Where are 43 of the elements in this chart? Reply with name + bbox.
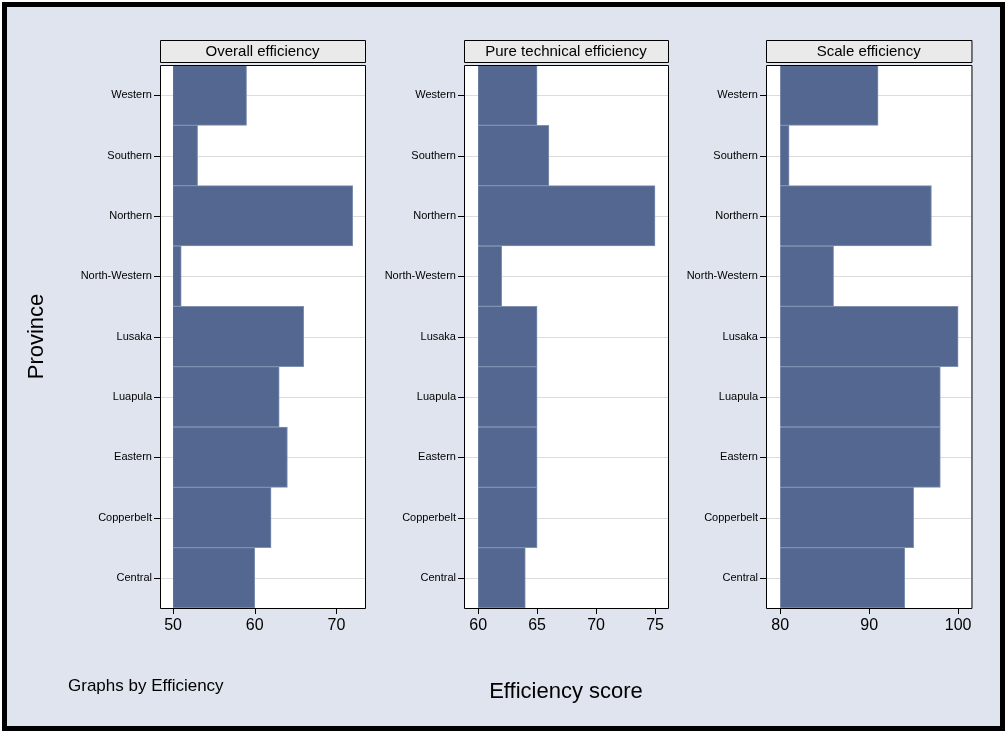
y-tick-label: Copperbelt [402,510,456,523]
y-tick-label: Eastern [720,450,758,463]
y-tick-label: Lusaka [116,329,153,342]
y-tick-label: Luapula [718,389,759,402]
chart-title: Overall efficiency [205,41,320,59]
y-tick-label: Central [420,570,456,583]
y-tick-label: Western [415,88,456,101]
y-tick-label: Copperbelt [704,510,758,523]
y-tick-label: Lusaka [420,329,457,342]
y-tick-label: Southern [411,148,456,161]
y-tick-label: Northern [715,208,758,221]
x-tick-label: 75 [646,616,665,634]
chart-title: Pure technical efficiency [485,41,648,59]
x-tick-label: 100 [944,616,972,634]
text: Graphs by Efficiency [68,676,224,696]
y-tick-label: Southern [107,148,152,161]
y-tick-label: Eastern [418,450,456,463]
x-axis-title: Efficiency score [488,678,644,704]
y-tick-label: North-Western [80,269,152,282]
y-tick-label: North-Western [686,269,758,282]
y-tick-label: Eastern [114,450,152,463]
y-tick-label: Luapula [112,389,153,402]
y-axis-title: Province [23,293,49,380]
y-tick-label: Western [717,88,758,101]
x-tick-label: 60 [469,616,488,634]
x-tick-label: 70 [587,616,606,634]
y-tick-label: Luapula [416,389,457,402]
y-tick-label: Northern [413,208,456,221]
y-tick-label: Lusaka [722,329,759,342]
x-tick-label: 80 [771,616,790,634]
x-tick-label: 65 [528,616,547,634]
y-tick-label: North-Western [384,269,456,282]
y-tick-label: Central [722,570,758,583]
y-tick-label: Southern [713,148,758,161]
x-tick-label: 60 [245,616,264,634]
y-tick-label: Northern [109,208,152,221]
x-tick-label: 70 [327,616,346,634]
chart-title: Scale efficiency [816,41,922,59]
y-tick-label: Western [111,88,152,101]
y-tick-label: Central [116,570,152,583]
x-tick-label: 90 [860,616,879,634]
x-tick-label: 50 [164,616,183,634]
y-tick-label: Copperbelt [98,510,152,523]
